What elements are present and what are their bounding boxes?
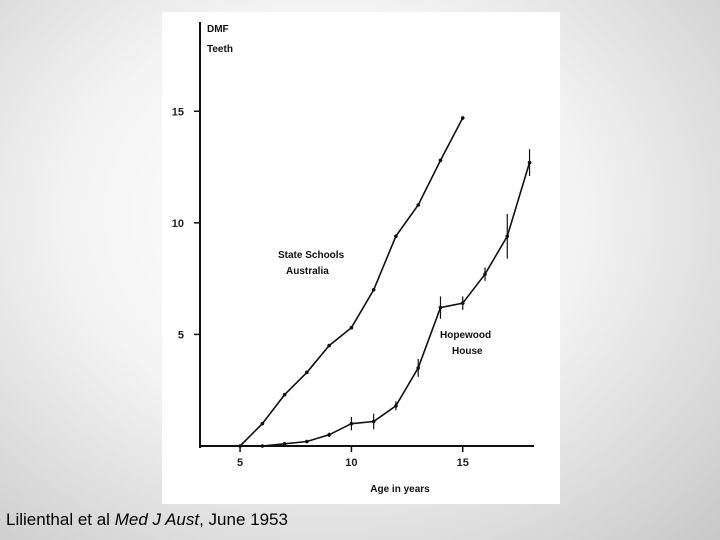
caption-author: Lilienthal et al [6,510,110,529]
point-state-schools-15 [460,116,465,120]
point-state-schools-7 [282,392,287,397]
axis-ticks-group: 5 10 15 5 10 15 [172,106,469,469]
y-tick-label-15: 15 [172,106,184,118]
data-marks-group [238,116,532,448]
point-state-schools-12 [394,234,398,239]
y-axis-title-line1: DMF [207,24,229,35]
point-state-schools-8 [305,370,309,375]
figure-caption: Lilienthal et al Med J Aust, June 1953 [6,510,288,530]
point-state-schools-10 [349,325,354,330]
x-tick-label-15: 15 [457,457,469,469]
point-hopewood-house-7 [282,441,287,446]
x-axis-title: Age in years [370,484,430,495]
series-label-hopewood-line1: Hopewood [440,330,491,341]
series-line-state-schools [239,117,464,447]
dmf-teeth-chart: DMF Teeth Age in years State Schools Aus… [172,22,534,495]
series-label-state-schools-line2: Australia [286,266,329,277]
y-axis-title-line2: Teeth [207,44,233,55]
x-tick-label-5: 5 [237,457,243,469]
series-label-state-schools-line1: State Schools [278,250,345,261]
point-hopewood-house-6 [260,444,265,448]
point-state-schools-9 [327,343,331,348]
x-tick-label-10: 10 [345,457,357,469]
y-tick-label-10: 10 [172,218,184,230]
point-state-schools-5 [238,444,242,448]
series-label-hopewood-line2: House [452,346,483,357]
point-state-schools-11 [371,287,376,292]
caption-journal: Med J Aust [114,510,200,529]
point-state-schools-13 [416,203,421,207]
point-state-schools-6 [260,421,265,426]
y-tick-label-5: 5 [178,329,184,341]
chart-figure: DMF Teeth Age in years State Schools Aus… [162,12,560,504]
caption-date: , June 1953 [199,510,288,529]
point-state-schools-14 [438,158,443,163]
